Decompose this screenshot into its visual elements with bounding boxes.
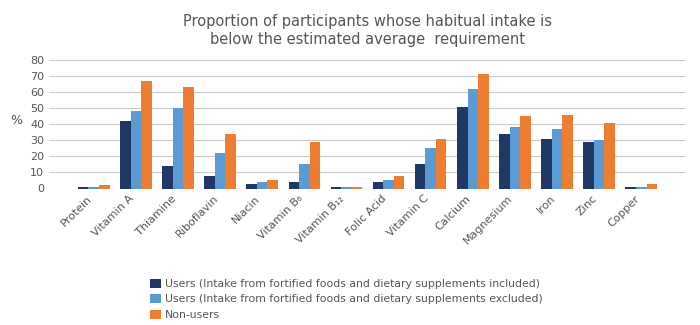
- Bar: [562, 115, 573, 188]
- Bar: [120, 121, 131, 188]
- Bar: [99, 185, 109, 188]
- Bar: [88, 187, 99, 188]
- Bar: [78, 187, 88, 188]
- Bar: [520, 116, 531, 188]
- Bar: [436, 139, 447, 188]
- Bar: [499, 134, 510, 188]
- Bar: [647, 184, 657, 188]
- Bar: [583, 142, 594, 188]
- Bar: [604, 123, 615, 188]
- Bar: [636, 187, 647, 188]
- Bar: [225, 134, 236, 188]
- Bar: [141, 81, 152, 188]
- Bar: [267, 180, 278, 188]
- Bar: [594, 140, 604, 188]
- Bar: [626, 187, 636, 188]
- Bar: [426, 148, 436, 188]
- Bar: [204, 176, 215, 188]
- Bar: [351, 187, 362, 188]
- Bar: [552, 129, 562, 188]
- Bar: [246, 184, 257, 188]
- Bar: [373, 182, 384, 188]
- Bar: [457, 107, 468, 188]
- Bar: [309, 142, 320, 188]
- Bar: [215, 153, 225, 188]
- Bar: [510, 127, 520, 188]
- Bar: [173, 108, 183, 188]
- Bar: [299, 164, 309, 188]
- Bar: [288, 182, 299, 188]
- Bar: [415, 164, 426, 188]
- Bar: [183, 87, 194, 188]
- Title: Proportion of participants whose habitual intake is
below the estimated average : Proportion of participants whose habitua…: [183, 14, 552, 47]
- Bar: [468, 89, 478, 188]
- Y-axis label: %: %: [10, 114, 22, 127]
- Bar: [384, 180, 394, 188]
- Bar: [330, 187, 341, 188]
- Bar: [541, 139, 552, 188]
- Bar: [341, 187, 351, 188]
- Bar: [257, 182, 267, 188]
- Legend: Users (Intake from fortified foods and dietary supplements included), Users (Int: Users (Intake from fortified foods and d…: [150, 279, 543, 320]
- Bar: [394, 176, 405, 188]
- Bar: [478, 74, 489, 188]
- Bar: [131, 111, 141, 188]
- Bar: [162, 166, 173, 188]
